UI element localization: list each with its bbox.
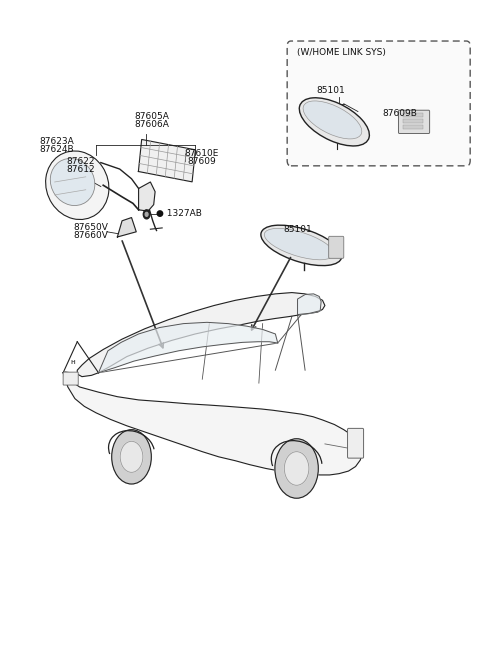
Ellipse shape <box>264 229 334 260</box>
Bar <box>403 125 423 129</box>
FancyBboxPatch shape <box>398 110 430 134</box>
Text: 87610E: 87610E <box>184 149 219 158</box>
FancyBboxPatch shape <box>287 41 470 166</box>
Polygon shape <box>138 140 195 182</box>
Text: 85101: 85101 <box>283 225 312 234</box>
Text: H: H <box>71 360 75 365</box>
Circle shape <box>145 212 148 216</box>
Ellipse shape <box>46 151 109 219</box>
Text: 87650V: 87650V <box>73 223 108 233</box>
FancyBboxPatch shape <box>63 372 78 385</box>
FancyBboxPatch shape <box>329 236 344 258</box>
Circle shape <box>275 439 318 498</box>
Text: 87606A: 87606A <box>134 120 169 129</box>
FancyBboxPatch shape <box>348 428 363 458</box>
Bar <box>403 113 423 117</box>
Text: 87612: 87612 <box>66 164 95 174</box>
Bar <box>403 119 423 123</box>
Ellipse shape <box>261 225 342 265</box>
Polygon shape <box>77 293 325 377</box>
Text: (W/HOME LINK SYS): (W/HOME LINK SYS) <box>297 48 385 56</box>
Circle shape <box>144 210 150 219</box>
Ellipse shape <box>50 159 95 206</box>
Ellipse shape <box>303 101 362 139</box>
Polygon shape <box>63 373 362 475</box>
Text: 87609: 87609 <box>187 157 216 166</box>
Text: 85101: 85101 <box>316 86 345 96</box>
Circle shape <box>112 430 151 484</box>
Text: ● 1327AB: ● 1327AB <box>156 209 202 218</box>
Text: 87624B: 87624B <box>39 145 74 153</box>
Ellipse shape <box>300 98 370 146</box>
Circle shape <box>120 441 143 472</box>
Text: 87609B: 87609B <box>383 109 417 118</box>
Polygon shape <box>298 294 321 314</box>
Text: 87622: 87622 <box>66 157 95 166</box>
Text: 87660V: 87660V <box>73 231 108 240</box>
Text: 87605A: 87605A <box>134 112 169 121</box>
Text: 87623A: 87623A <box>39 137 74 146</box>
Polygon shape <box>98 322 278 373</box>
Polygon shape <box>139 182 155 211</box>
Polygon shape <box>118 217 136 237</box>
Circle shape <box>284 452 309 485</box>
